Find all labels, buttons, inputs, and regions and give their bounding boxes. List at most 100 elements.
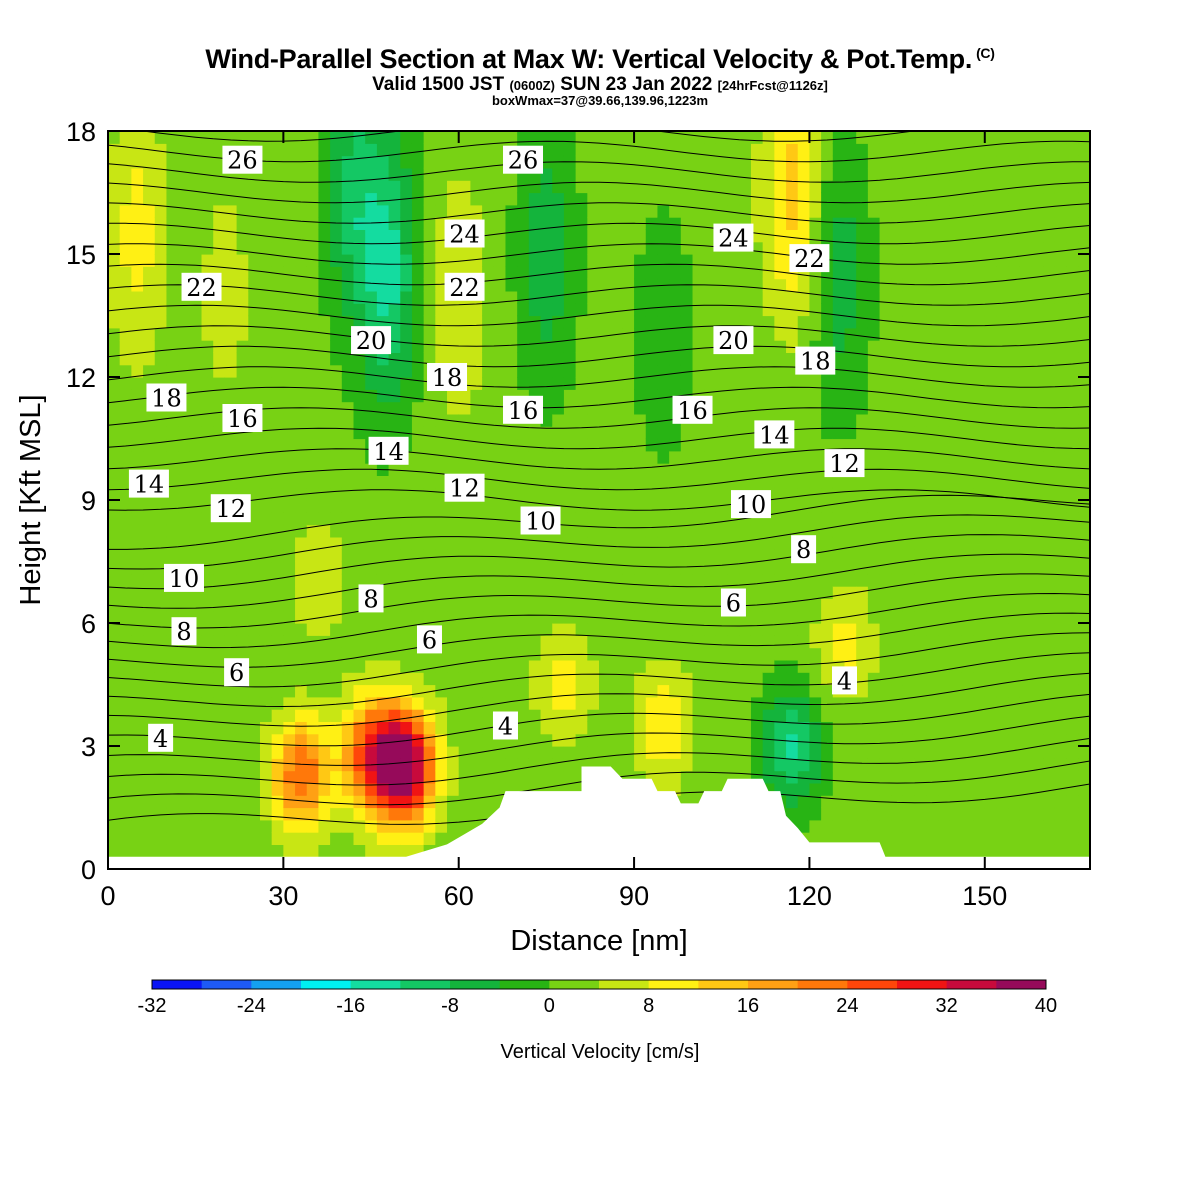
velocity-cell <box>914 512 927 526</box>
velocity-cell <box>248 586 261 599</box>
velocity-cell <box>762 709 775 722</box>
velocity-cell <box>330 770 343 784</box>
velocity-cell <box>914 155 927 169</box>
velocity-cell <box>1043 475 1056 489</box>
velocity-cell <box>505 315 518 329</box>
velocity-cell <box>575 561 588 575</box>
velocity-cell <box>131 536 144 550</box>
velocity-cell <box>540 180 553 194</box>
velocity-cell <box>236 389 249 403</box>
velocity-cell <box>961 500 974 513</box>
velocity-cell <box>902 746 916 759</box>
velocity-cell <box>984 709 998 722</box>
velocity-cell <box>867 733 881 747</box>
velocity-cell <box>587 131 600 144</box>
velocity-cell <box>505 684 518 698</box>
velocity-cell <box>657 401 670 415</box>
velocity-cell <box>213 758 226 772</box>
velocity-cell <box>108 795 121 809</box>
velocity-cell <box>201 438 214 452</box>
velocity-cell <box>493 167 507 181</box>
velocity-cell <box>786 598 799 612</box>
velocity-cell <box>902 290 916 304</box>
velocity-cell <box>131 746 144 759</box>
velocity-cell <box>856 795 869 809</box>
velocity-cell <box>996 709 1009 722</box>
velocity-cell <box>423 684 436 698</box>
velocity-cell <box>1031 524 1044 538</box>
velocity-cell <box>423 241 436 255</box>
velocity-cell <box>891 684 904 698</box>
velocity-cell <box>493 340 507 353</box>
velocity-cell <box>739 426 752 440</box>
velocity-cell <box>867 254 881 267</box>
velocity-cell <box>376 659 390 673</box>
velocity-cell <box>470 364 483 378</box>
velocity-cell <box>505 254 518 267</box>
velocity-cell <box>657 758 670 772</box>
velocity-cell <box>154 204 168 218</box>
velocity-cell <box>189 721 203 735</box>
velocity-cell <box>131 278 144 292</box>
velocity-cell <box>634 475 647 489</box>
velocity-cell <box>727 524 740 538</box>
velocity-cell <box>1066 770 1079 784</box>
velocity-cell <box>341 450 355 464</box>
velocity-cell <box>634 512 647 526</box>
velocity-cell <box>610 192 623 206</box>
velocity-cell <box>669 758 682 772</box>
velocity-cell <box>926 192 939 206</box>
velocity-cell <box>423 696 436 710</box>
velocity-cell <box>271 684 284 698</box>
velocity-cell <box>154 143 168 157</box>
velocity-cell <box>259 438 273 452</box>
velocity-cell <box>376 610 390 624</box>
velocity-cell <box>143 819 156 833</box>
velocity-cell <box>201 782 214 796</box>
velocity-cell <box>610 377 623 390</box>
velocity-cell <box>704 229 717 243</box>
velocity-cell <box>365 229 378 243</box>
velocity-cell <box>400 426 413 440</box>
velocity-cell <box>762 610 775 624</box>
velocity-cell <box>692 623 705 636</box>
velocity-cell <box>867 340 881 353</box>
velocity-cell <box>435 155 448 169</box>
velocity-cell <box>154 303 168 317</box>
velocity-cell <box>224 389 238 403</box>
velocity-cell <box>844 155 857 169</box>
velocity-cell <box>774 266 787 280</box>
velocity-cell <box>108 438 121 452</box>
velocity-cell <box>1066 438 1079 452</box>
velocity-cell <box>973 782 986 796</box>
velocity-cell <box>341 733 355 747</box>
velocity-cell <box>657 192 670 206</box>
velocity-cell <box>318 303 331 317</box>
velocity-cell <box>482 131 495 144</box>
velocity-cell <box>505 610 518 624</box>
velocity-cell <box>575 241 588 255</box>
velocity-cell <box>1019 696 1033 710</box>
velocity-cell <box>1066 450 1079 464</box>
velocity-cell <box>154 413 168 427</box>
velocity-cell <box>891 586 904 599</box>
velocity-cell <box>961 352 974 366</box>
velocity-cell <box>411 192 425 206</box>
velocity-cell <box>727 684 740 698</box>
velocity-cell <box>108 721 121 735</box>
velocity-cell <box>365 192 378 206</box>
velocity-cell <box>552 352 565 366</box>
velocity-cell <box>318 438 331 452</box>
velocity-cell <box>973 229 986 243</box>
velocity-cell <box>739 155 752 169</box>
velocity-cell <box>984 500 998 513</box>
velocity-cell <box>996 131 1009 144</box>
velocity-cell <box>131 315 144 329</box>
velocity-cell <box>458 155 471 169</box>
velocity-cell <box>914 426 927 440</box>
velocity-cell <box>984 733 998 747</box>
velocity-cell <box>306 463 320 476</box>
velocity-cell <box>330 204 343 218</box>
velocity-cell <box>1008 290 1021 304</box>
velocity-cell <box>330 254 343 267</box>
